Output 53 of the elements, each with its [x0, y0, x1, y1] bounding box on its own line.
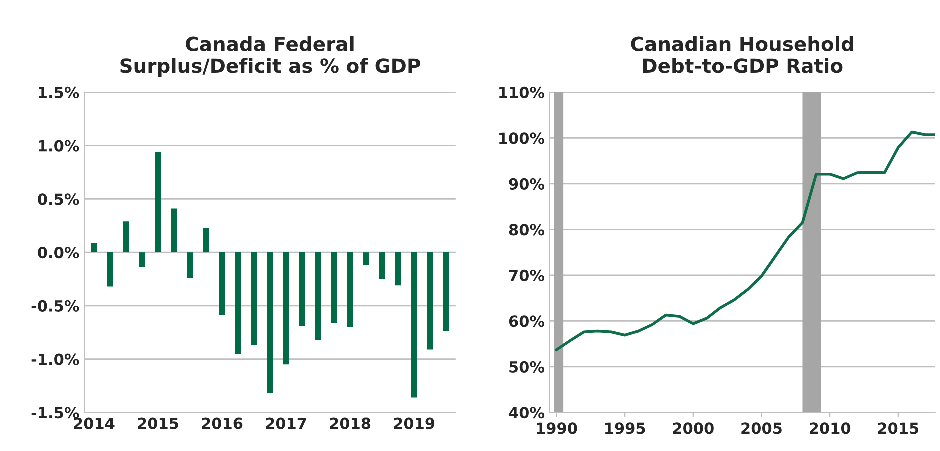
y-tick-label: 50% — [510, 361, 545, 373]
y-tick-label: 0.5% — [38, 194, 80, 206]
x-tick-label: 2010 — [810, 422, 851, 434]
bar — [235, 252, 242, 354]
y-tick-label: 1.0% — [39, 140, 80, 152]
y-tick-label: 1.5% — [39, 86, 80, 98]
bar — [91, 242, 98, 253]
y-tick-label: 80% — [509, 224, 545, 236]
bar — [123, 222, 130, 253]
bar — [139, 252, 146, 268]
x-tick-label: 2016 — [202, 418, 243, 430]
bar — [187, 252, 194, 278]
x-tick-label: 2000 — [673, 422, 714, 434]
bar — [395, 252, 402, 286]
bar — [443, 252, 450, 332]
bar — [379, 252, 386, 280]
bar — [427, 252, 434, 350]
y-tick-label: 0.0% — [38, 247, 80, 259]
y-tick-label: 90% — [509, 178, 545, 190]
bar — [203, 228, 210, 253]
y-tick-label: -1.0% — [32, 354, 80, 366]
bar — [155, 152, 162, 253]
y-tick-label: -0.5% — [32, 300, 80, 312]
x-tick-label: 1990 — [537, 422, 578, 434]
x-tick-label: 2015 — [878, 422, 919, 434]
x-tick-label: 2018 — [330, 418, 371, 430]
bar — [219, 252, 226, 316]
y-tick-label: 110% — [500, 86, 545, 98]
bar — [363, 252, 370, 266]
x-tick-label: 2014 — [74, 418, 115, 430]
chart-title: Canadian Household Debt-to-GDP Ratio — [631, 36, 854, 74]
bar — [315, 252, 322, 340]
bar — [331, 252, 338, 324]
y-tick-label: 70% — [509, 270, 545, 282]
y-tick-label: 100% — [500, 132, 545, 144]
x-tick-label: 2015 — [138, 418, 178, 430]
line-series — [555, 130, 936, 352]
bar — [267, 252, 274, 394]
bar — [411, 252, 418, 398]
x-tick-label: 2017 — [266, 418, 306, 430]
chart-title: Canada Federal Surplus/Deficit as % of GDP — [120, 36, 420, 78]
bar — [347, 252, 354, 328]
bar — [171, 208, 178, 253]
y-tick-label: -1.5% — [32, 407, 80, 419]
bar — [107, 252, 114, 287]
x-tick-label: 2019 — [394, 418, 435, 430]
x-tick-label: 1995 — [606, 422, 646, 434]
bar — [251, 252, 258, 346]
y-tick-label: 40% — [509, 407, 545, 419]
bar — [299, 252, 306, 326]
x-tick-label: 2005 — [742, 422, 782, 434]
y-tick-label: 60% — [509, 316, 545, 328]
bar — [283, 252, 290, 365]
